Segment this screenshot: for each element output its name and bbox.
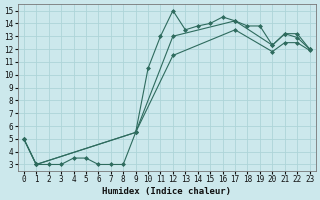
X-axis label: Humidex (Indice chaleur): Humidex (Indice chaleur) — [102, 187, 231, 196]
